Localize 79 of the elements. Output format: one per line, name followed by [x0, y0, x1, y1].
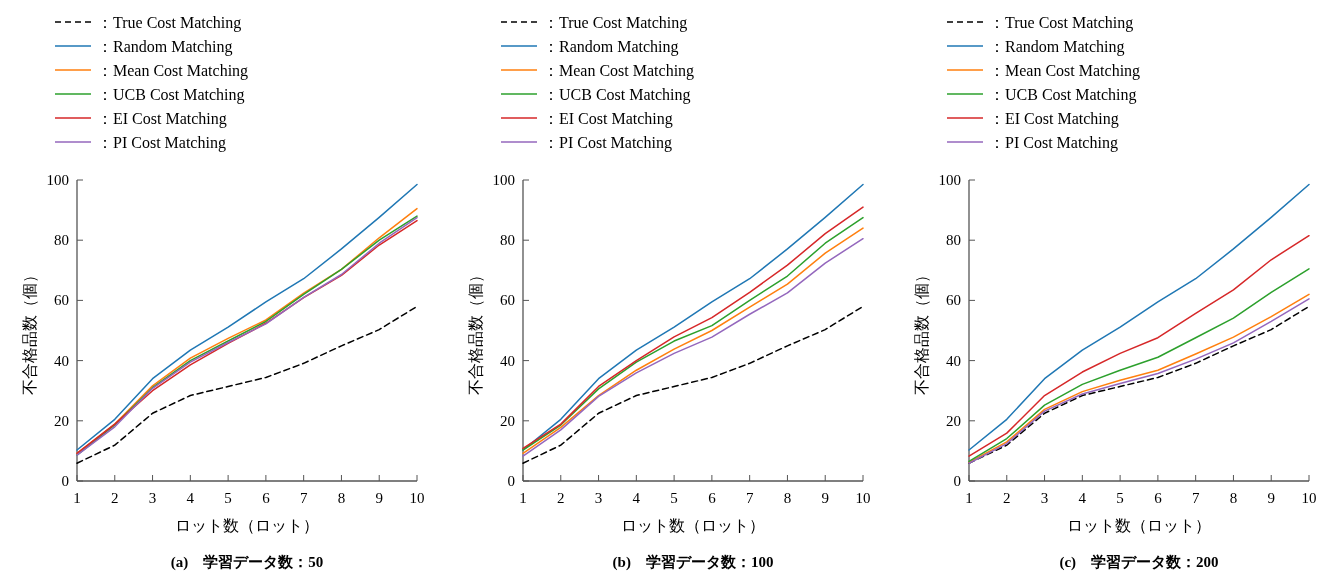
y-tick-label: 100: [46, 172, 69, 188]
legend-label: ：True Cost Matching: [97, 14, 242, 32]
legend-label: ：UCB Cost Matching: [543, 86, 691, 104]
x-tick-label: 4: [1078, 490, 1087, 506]
text: (b) 学習データ数：100: [612, 554, 774, 571]
legend-label: ：Random Matching: [97, 38, 233, 56]
y-tick-label: 60: [54, 292, 69, 309]
x-tick-label: 10: [409, 490, 425, 506]
legend-label: ：Random Matching: [989, 38, 1125, 56]
x-tick-label: 10: [1301, 490, 1317, 506]
legend-label: ：PI Cost Matching: [989, 134, 1118, 152]
y-tick-label: 0: [953, 473, 961, 489]
legend-label: ：True Cost Matching: [543, 14, 688, 32]
x-tick-label: 2: [111, 490, 119, 506]
y-tick-label: 80: [500, 232, 515, 249]
y-tick-label: 80: [54, 232, 69, 249]
x-tick-label: 6: [262, 490, 271, 506]
x-tick-label: 1: [965, 490, 973, 506]
legend-label: ：Mean Cost Matching: [989, 62, 1141, 80]
y-tick-label: 40: [946, 352, 961, 369]
x-tick-label: 3: [148, 490, 157, 506]
x-tick-label: 3: [1040, 490, 1049, 506]
x-tick-label: 1: [73, 490, 81, 506]
line-series: [968, 234, 1310, 457]
x-tick-label: 4: [186, 490, 195, 506]
line-series: [968, 183, 1310, 451]
x-axis-title: ロット数（ロット）: [175, 517, 319, 534]
legend-label: ：EI Cost Matching: [97, 110, 227, 128]
y-tick-label: 100: [938, 172, 961, 188]
y-tick-label: 20: [54, 412, 69, 429]
legend-label: ：Random Matching: [543, 38, 679, 56]
x-tick-label: 6: [708, 490, 717, 506]
y-tick-label: 20: [500, 412, 515, 429]
legend-label: ：UCB Cost Matching: [989, 86, 1137, 104]
legend-label: ：UCB Cost Matching: [97, 86, 245, 104]
y-tick-label: 60: [946, 292, 961, 309]
x-tick-label: 9: [821, 490, 829, 506]
y-axis-title: 不合格品数（個）: [913, 266, 930, 395]
y-axis-title: 不合格品数（個）: [467, 266, 484, 395]
legend-label: ：PI Cost Matching: [543, 134, 672, 152]
x-tick-label: 8: [783, 490, 792, 506]
y-tick-label: 0: [507, 473, 515, 489]
x-axis-title: ロット数（ロット）: [621, 517, 765, 534]
x-tick-label: 5: [670, 490, 678, 506]
x-tick-label: 8: [1229, 490, 1238, 506]
x-tick-label: 4: [632, 490, 641, 506]
x-tick-label: 7: [299, 490, 308, 506]
text: (a) 学習データ数：50: [170, 554, 324, 571]
y-tick-label: 20: [946, 412, 961, 429]
legend-label: ：EI Cost Matching: [989, 110, 1119, 128]
y-tick-label: 80: [946, 232, 961, 249]
x-tick-label: 2: [557, 490, 565, 506]
x-tick-label: 2: [1003, 490, 1011, 506]
y-tick-label: 60: [500, 292, 515, 309]
x-tick-label: 1: [519, 490, 527, 506]
y-tick-label: 0: [61, 473, 69, 489]
line-series: [522, 305, 864, 464]
y-tick-label: 40: [500, 352, 515, 369]
x-tick-label: 10: [855, 490, 871, 506]
y-tick-label: 100: [492, 172, 515, 188]
y-tick-label: 40: [54, 352, 69, 369]
x-tick-label: 7: [745, 490, 754, 506]
legend-label: ：PI Cost Matching: [97, 134, 226, 152]
x-tick-label: 9: [375, 490, 383, 506]
x-tick-label: 8: [337, 490, 346, 506]
x-axis-title: ロット数（ロット）: [1067, 517, 1211, 534]
legend-label: ：Mean Cost Matching: [543, 62, 695, 80]
x-tick-label: 5: [1116, 490, 1124, 506]
text: (c) 学習データ数：200: [1059, 554, 1219, 571]
line-series: [76, 305, 418, 464]
legend-label: ：True Cost Matching: [989, 14, 1134, 32]
x-tick-label: 5: [224, 490, 232, 506]
y-axis-title: 不合格品数（個）: [21, 266, 38, 395]
x-tick-label: 3: [594, 490, 603, 506]
x-tick-label: 9: [1267, 490, 1275, 506]
x-tick-label: 6: [1154, 490, 1163, 506]
x-tick-label: 7: [1191, 490, 1200, 506]
legend-label: ：Mean Cost Matching: [97, 62, 249, 80]
legend-label: ：EI Cost Matching: [543, 110, 673, 128]
